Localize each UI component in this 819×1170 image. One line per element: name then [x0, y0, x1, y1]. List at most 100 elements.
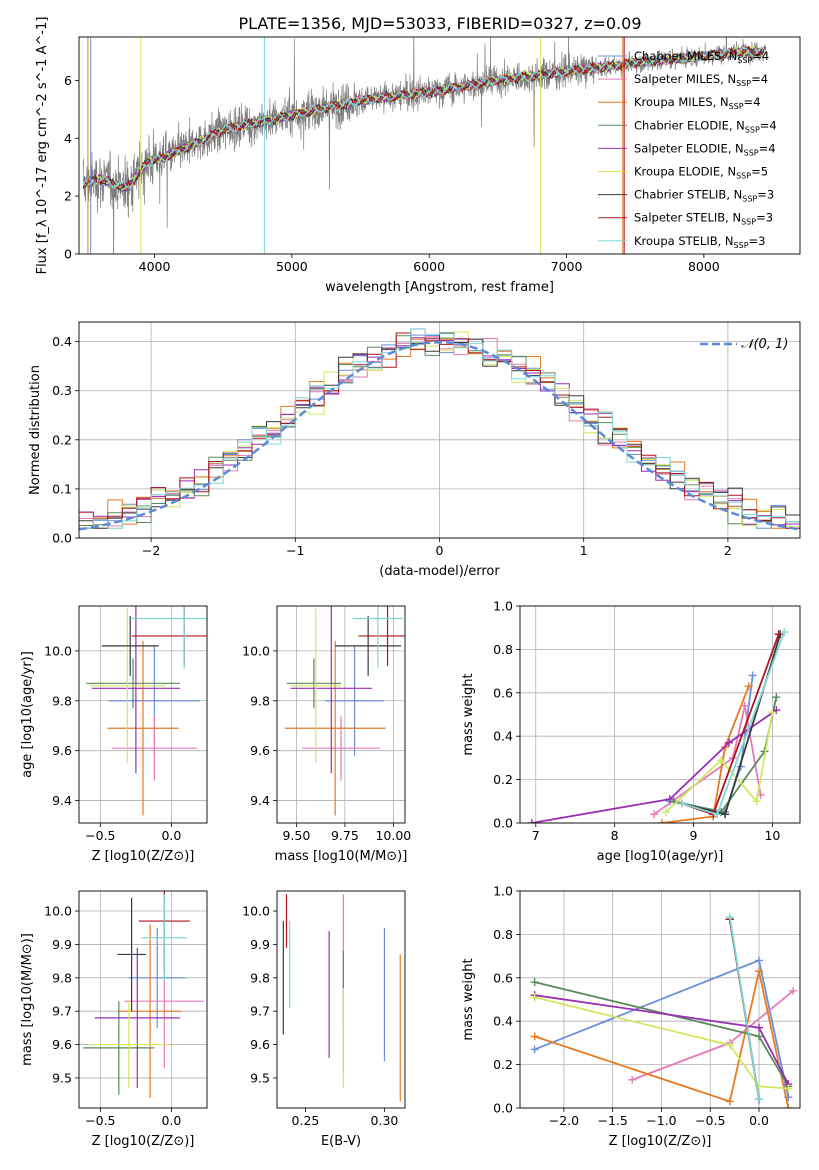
x-tick-label: −1.0: [646, 1113, 676, 1128]
weight-line: [681, 633, 782, 816]
x-tick-label: −2: [142, 543, 160, 558]
weight-line: [534, 996, 789, 1090]
y-tick-label: 0: [64, 247, 72, 262]
legend-nssp: 5: [761, 165, 768, 179]
legend-label: Salpeter MILES, NSSP=4: [634, 72, 768, 88]
y-tick-label: 4: [64, 131, 72, 146]
y-tick-label: 9.7: [52, 1004, 72, 1019]
legend-model-name: Salpeter STELIB: [634, 211, 725, 225]
axes-frame: [519, 890, 801, 1109]
x-tick-label: −1.5: [598, 1113, 628, 1128]
legend-label: Chabrier STELIB, NSSP=3: [634, 188, 774, 204]
x-tick-label: 9.75: [331, 828, 359, 843]
legend-nssp: 4: [753, 95, 760, 109]
x-axis-label: mass [log10(M/M⊙)]: [275, 849, 408, 864]
axes-frame: [519, 605, 801, 824]
y-tick-label: 10.0: [44, 643, 72, 658]
x-axis-label: age [log10(age/yr)]: [597, 849, 724, 864]
panel-spectrum: 4000 5000 6000 7000 8000 0 2 4 6 wavelength [Angs…: [35, 17, 801, 295]
plot-area: [83, 891, 205, 1098]
y-tick-label: 0.0: [493, 1101, 513, 1116]
x-tick-label: 1: [580, 543, 588, 558]
plot-area: [79, 328, 800, 531]
legend-nssp: 4: [761, 72, 768, 86]
panel-weight_vs_age: 7 8 9 10 0.0 0.2 0.4 0.6 0.8 1.0 age [log10(age/yr…: [461, 599, 801, 864]
plot-area: [86, 606, 207, 816]
legend-nssp: 4: [768, 141, 775, 155]
x-tick-label: 7: [532, 828, 540, 843]
x-axis-label: wavelength [Angstrom, rest frame]: [325, 280, 554, 295]
y-tick-label: 0.6: [493, 970, 513, 985]
x-tick-label: −2.0: [549, 1113, 579, 1128]
panel-residuals: −2 −1 0 1 2 0.0 0.1 0.2 0.3 0.4 (data-model)/error…: [28, 321, 801, 579]
normal-curve: [79, 340, 800, 531]
y-tick-label: 0.1: [52, 481, 72, 496]
legend-label: Kroupa STELIB, NSSP=3: [634, 234, 766, 250]
panel-age_vs_z: −0.5 0.0 9.4 9.6 9.8 10.0 Z [log10(Z/Z⊙)] age […: [20, 605, 208, 864]
y-tick-label: 0.8: [493, 642, 513, 657]
y-tick-label: 0.0: [493, 816, 513, 831]
y-tick-label: 9.6: [52, 743, 72, 758]
axes-frame: [78, 36, 801, 255]
plot-area: [282, 894, 401, 1102]
x-axis-label: Z [log10(Z/Z⊙)]: [92, 849, 195, 864]
x-tick-label: 8000: [688, 259, 720, 274]
y-tick-label: 9.8: [250, 970, 270, 985]
legend-model-name: Kroupa ELODIE: [634, 165, 720, 179]
legend-nssp: 4: [769, 118, 776, 132]
y-tick-label: 9.5: [52, 1070, 72, 1085]
weight-line: [665, 712, 774, 813]
legend-model-name: Kroupa MILES: [634, 95, 713, 109]
y-tick-label: 9.4: [52, 793, 72, 808]
panel-age_vs_mass: 9.50 9.75 10.00 9.4 9.6 9.8 10.0 mass [log10(M/…: [242, 605, 411, 864]
y-tick-label: 0.6: [493, 685, 513, 700]
x-axis-label: Z [log10(Z/Z⊙)]: [92, 1134, 195, 1149]
panel-weight_vs_z: −2.0 −1.5 −1.0 −0.5 0.0 0.0 0.2 0.4 0.6 0.8 1.0 Z […: [461, 884, 801, 1149]
y-axis-label: mass weight: [461, 958, 476, 1040]
legend-model-name: Chabrier ELODIE: [634, 118, 729, 132]
y-tick-label: 0.0: [52, 531, 72, 546]
weight-line: [681, 633, 780, 816]
x-tick-label: 6000: [413, 259, 445, 274]
y-tick-label: 0.4: [52, 334, 72, 349]
x-tick-label: 9: [690, 828, 698, 843]
legend-nssp: 3: [767, 188, 774, 202]
legend-label: Salpeter ELODIE, NSSP=4: [634, 141, 776, 157]
x-axis-label: E(B-V): [321, 1134, 361, 1149]
legend-model-name: Chabrier MILES: [634, 49, 721, 63]
plot-area: [284, 606, 405, 816]
y-axis-label: mass [log10(M/M⊙)]: [20, 933, 35, 1066]
legend-label: Chabrier MILES, NSSP=4: [634, 49, 769, 65]
axes-frame: [78, 605, 208, 824]
y-tick-label: 9.6: [250, 1037, 270, 1052]
panel-mass_vs_ebv: 0.25 0.30 9.5 9.6 9.7 9.8 9.9 10.0 E(B-V): [242, 890, 406, 1149]
y-axis-label: Normed distribution: [28, 365, 43, 495]
spectrum-model-line: [82, 45, 766, 190]
legend-model-name: Kroupa STELIB: [634, 234, 718, 248]
y-tick-label: 0.3: [52, 383, 72, 398]
y-tick-label: 9.8: [250, 693, 270, 708]
y-tick-label: 9.7: [250, 1004, 270, 1019]
y-axis-label: mass weight: [461, 673, 476, 755]
x-tick-label: 0.0: [161, 828, 181, 843]
legend-label: Kroupa MILES, NSSP=4: [634, 95, 761, 111]
legend-label: Chabrier ELODIE, NSSP=4: [634, 118, 777, 134]
panel-mass_vs_z: −0.5 0.0 9.5 9.6 9.7 9.8 9.9 10.0 Z [log10(Z/Z⊙)…: [20, 890, 208, 1149]
y-tick-label: 9.8: [52, 970, 72, 985]
legend-label: Salpeter STELIB, NSSP=3: [634, 211, 773, 227]
x-tick-label: 2: [724, 543, 732, 558]
weight-line: [534, 971, 790, 1108]
weight-line: [661, 685, 750, 823]
y-tick-label: 2: [64, 189, 72, 204]
x-tick-label: 0.0: [161, 1113, 181, 1128]
x-tick-label: 7000: [551, 259, 583, 274]
x-tick-label: 4000: [139, 259, 171, 274]
y-tick-label: 9.6: [250, 743, 270, 758]
y-tick-label: 0.2: [52, 432, 72, 447]
x-tick-label: 10.00: [375, 828, 411, 843]
plot-area: [82, 37, 767, 254]
y-tick-label: 9.4: [250, 793, 270, 808]
y-tick-label: 0.4: [493, 1014, 513, 1029]
legend-model-name: Chabrier STELIB: [634, 188, 726, 202]
y-tick-label: 10.0: [242, 643, 270, 658]
